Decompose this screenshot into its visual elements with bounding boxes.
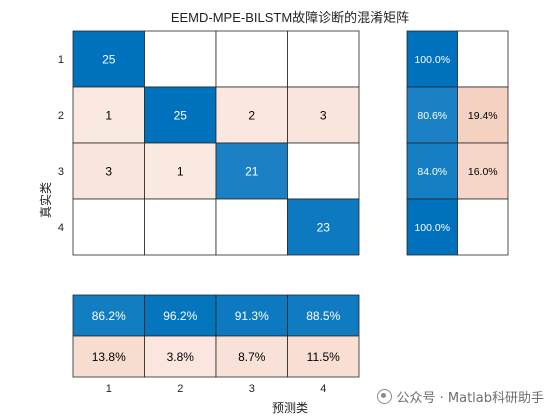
chart-title: EEMD-MPE-BILSTM故障诊断的混淆矩阵 bbox=[171, 10, 409, 25]
column-summary-cell bbox=[72, 294, 145, 337]
column-summary-cell bbox=[287, 294, 360, 337]
matrix-cell-value: 3 bbox=[105, 165, 112, 179]
column-summary-value: 13.8% bbox=[92, 350, 126, 364]
matrix-cell-value: 1 bbox=[105, 109, 112, 123]
matrix-cell bbox=[215, 86, 288, 144]
y-tick-label: 3 bbox=[58, 166, 64, 178]
matrix-cell bbox=[215, 198, 288, 256]
matrix-cell bbox=[72, 142, 145, 200]
wechat-icon bbox=[377, 389, 393, 404]
x-axis-label: 预测类 bbox=[272, 401, 308, 415]
x-tick-label: 2 bbox=[177, 383, 183, 395]
matrix-cell bbox=[287, 198, 360, 256]
y-tick-label: 2 bbox=[58, 110, 64, 122]
matrix-cell bbox=[215, 30, 288, 88]
matrix-cell-value: 25 bbox=[102, 53, 116, 67]
matrix-cell-value: 1 bbox=[177, 165, 184, 179]
matrix-cell bbox=[72, 198, 145, 256]
row-summary-cell bbox=[457, 142, 509, 200]
column-summary-value: 8.7% bbox=[238, 350, 266, 364]
column-summary-cell bbox=[144, 335, 217, 378]
column-summary-cell bbox=[215, 294, 288, 337]
x-tick-label: 4 bbox=[320, 383, 326, 395]
row-summary-cell bbox=[457, 30, 509, 88]
row-summary-value: 80.6% bbox=[417, 110, 447, 122]
row-summary: 100.0% 80.6% 19.4% 84.0% 16.0% 100.0% bbox=[406, 30, 509, 256]
matrix-cell bbox=[287, 142, 360, 200]
column-summary-value: 3.8% bbox=[167, 350, 195, 364]
row-summary-value: 19.4% bbox=[468, 110, 498, 122]
column-summary-cell bbox=[215, 335, 288, 378]
matrix-cell bbox=[144, 198, 217, 256]
row-summary-value: 16.0% bbox=[468, 166, 498, 178]
matrix-cell bbox=[215, 142, 288, 200]
row-summary-value: 100.0% bbox=[414, 54, 450, 66]
matrix-cell-value: 3 bbox=[320, 109, 327, 123]
matrix-cell bbox=[72, 30, 145, 88]
y-axis-label: 真实类 bbox=[38, 182, 53, 218]
watermark-text: 公众号 · Matlab科研助手 bbox=[396, 391, 544, 406]
matrix-cell bbox=[144, 30, 217, 88]
y-tick-label: 4 bbox=[58, 222, 64, 234]
row-summary-cell bbox=[406, 30, 458, 88]
matrix-cell bbox=[72, 86, 145, 144]
x-tick-label: 3 bbox=[249, 383, 255, 395]
matrix-cell bbox=[287, 86, 360, 144]
matrix-cell bbox=[144, 86, 217, 144]
matrix-cell-value: 25 bbox=[174, 109, 188, 123]
column-summary: 86.2% 96.2% 91.3% 88.5% 13.8% 3.8% 8.7% 11.5% bbox=[72, 294, 360, 378]
column-summary-value: 11.5% bbox=[307, 350, 340, 364]
column-summary-value: 91.3% bbox=[235, 309, 269, 323]
matrix-cell-value: 21 bbox=[245, 165, 259, 179]
column-summary-cell bbox=[72, 335, 145, 378]
axis-ticks: 1 1 2 2 3 3 4 4 预测类 真实类 bbox=[38, 54, 326, 415]
column-summary-value: 96.2% bbox=[163, 309, 197, 323]
row-summary-value: 84.0% bbox=[417, 166, 447, 178]
column-summary-value: 88.5% bbox=[306, 309, 340, 323]
row-summary-value: 100.0% bbox=[414, 222, 450, 234]
x-tick-label: 1 bbox=[106, 383, 112, 395]
row-summary-cell bbox=[457, 86, 509, 144]
column-summary-cell bbox=[144, 294, 217, 337]
row-summary-cell bbox=[457, 198, 509, 256]
y-tick-label: 1 bbox=[58, 54, 64, 66]
matrix-cell-value: 23 bbox=[317, 221, 331, 235]
matrix-cell bbox=[287, 30, 360, 88]
column-summary-cell bbox=[287, 335, 360, 378]
column-summary-value: 86.2% bbox=[92, 309, 126, 323]
watermark: 公众号 · Matlab科研助手 bbox=[377, 387, 544, 406]
matrix-cell-value: 2 bbox=[248, 109, 255, 123]
